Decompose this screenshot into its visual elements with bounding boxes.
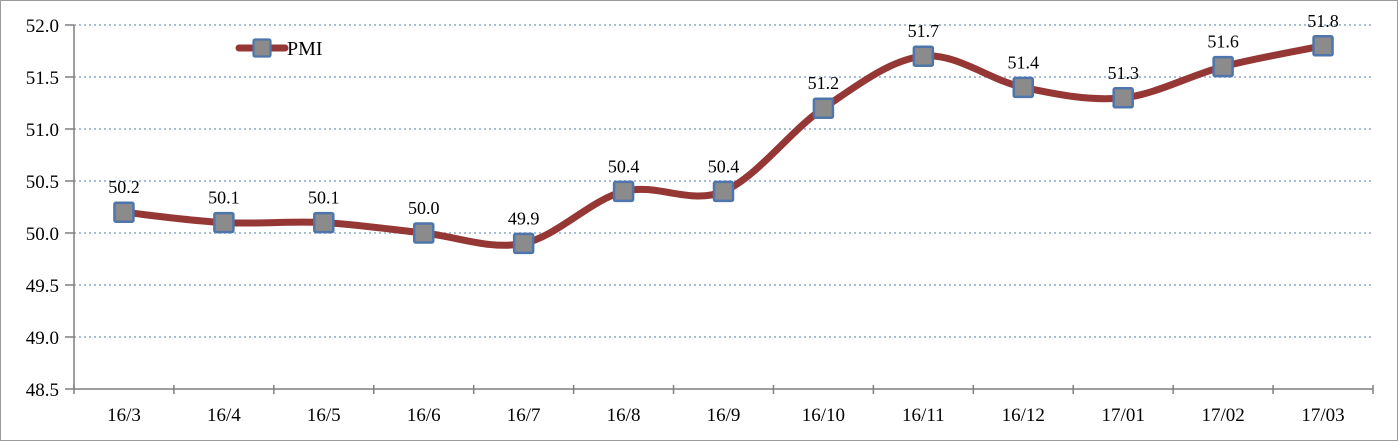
x-axis-label: 16/6 — [407, 405, 441, 426]
y-axis-label: 50.0 — [26, 224, 59, 245]
data-points: 50.2 50.1 50.1 50.0 49.9 50.4 50.4 51.2 51.7 51.4… — [108, 11, 1339, 255]
y-axis-label: 48.5 — [26, 380, 59, 401]
y-axis-label: 51.0 — [26, 120, 59, 141]
data-point-marker — [1112, 87, 1134, 109]
x-axis-label: 16/12 — [1002, 405, 1045, 426]
data-label: 51.7 — [908, 21, 940, 41]
data-label: 50.4 — [608, 156, 640, 176]
x-axis-label: 16/8 — [607, 405, 641, 426]
x-axis-label: 16/10 — [802, 405, 845, 426]
gridlines — [74, 24, 1373, 338]
data-label: 49.9 — [508, 208, 540, 228]
x-axis-label: 16/5 — [307, 405, 341, 426]
data-point-marker — [712, 180, 735, 203]
data-point-marker — [412, 222, 435, 244]
data-label: 50.1 — [308, 188, 340, 208]
data-point-marker — [1212, 55, 1234, 78]
data-point-marker — [1312, 35, 1334, 57]
y-axis-label: 50.5 — [26, 172, 59, 193]
x-axis-label: 17/03 — [1301, 405, 1344, 426]
legend-marker-sample — [252, 38, 272, 58]
data-point-marker — [612, 180, 635, 203]
data-point-marker — [512, 232, 535, 255]
data-label: 50.1 — [208, 188, 240, 208]
data-point-marker — [313, 211, 335, 234]
data-label: 50.0 — [408, 198, 440, 218]
data-label: 51.2 — [808, 73, 840, 93]
y-axis-label: 49.5 — [26, 276, 59, 297]
data-label: 50.2 — [108, 177, 140, 197]
data-label: 51.3 — [1107, 63, 1139, 83]
legend-label: PMI — [287, 38, 323, 60]
data-point-marker — [1012, 76, 1035, 99]
y-axis-label: 49.0 — [26, 328, 59, 349]
x-axis-label: 16/4 — [207, 405, 241, 426]
legend: PMI — [235, 38, 323, 60]
y-axis-label: 52.0 — [26, 16, 59, 37]
data-label: 51.6 — [1207, 32, 1239, 52]
axes: 48.5 49.0 49.5 50.0 50.5 51.0 51.5 52.0 16/3 16/4… — [26, 16, 1374, 426]
data-label: 51.4 — [1008, 52, 1040, 72]
x-axis-label: 16/11 — [902, 405, 945, 426]
pmi-line — [120, 42, 1327, 249]
x-axis-label: 17/02 — [1201, 405, 1244, 426]
x-axis-label: 16/3 — [107, 405, 141, 426]
data-point-marker — [113, 201, 135, 223]
data-point-marker — [812, 97, 835, 119]
x-axis-label: 17/01 — [1102, 405, 1145, 426]
x-axis-label: 16/9 — [707, 405, 741, 426]
data-label: 50.4 — [708, 156, 740, 176]
y-axis-label: 51.5 — [26, 68, 59, 89]
data-label: 51.8 — [1307, 11, 1339, 31]
data-point-marker — [912, 45, 935, 67]
x-axis-label: 16/7 — [507, 405, 541, 426]
data-point-marker — [213, 211, 235, 234]
